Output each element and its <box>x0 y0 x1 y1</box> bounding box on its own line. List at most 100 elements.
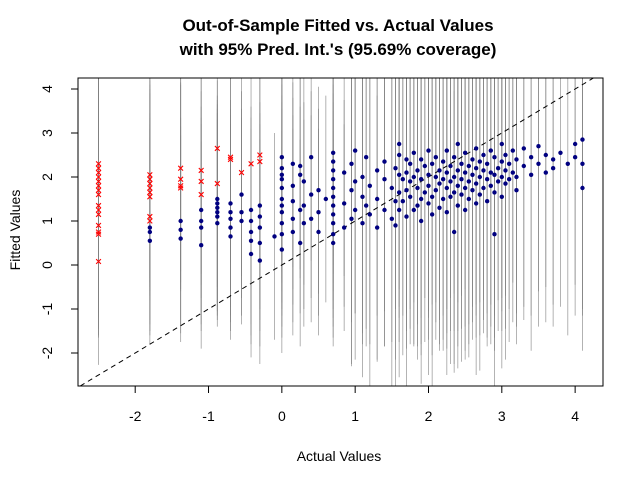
x-tick-label: 1 <box>351 408 359 424</box>
covered-point <box>448 179 453 184</box>
uncovered-point <box>95 211 102 218</box>
uncovered-point <box>147 213 153 220</box>
y-tick-label: -1 <box>39 303 55 316</box>
covered-point <box>349 161 354 166</box>
covered-point <box>411 150 417 155</box>
covered-point <box>330 177 336 182</box>
covered-point <box>437 168 442 173</box>
covered-point <box>514 174 519 180</box>
covered-point <box>448 194 453 199</box>
uncovered-point <box>214 145 221 152</box>
covered-point <box>459 177 464 182</box>
covered-point <box>330 194 336 199</box>
covered-point <box>367 212 373 217</box>
x-tick-label: 2 <box>425 408 433 424</box>
y-tick-label: 0 <box>39 261 55 269</box>
covered-point <box>360 221 365 226</box>
covered-point <box>308 216 314 221</box>
covered-point <box>330 150 336 155</box>
covered-point <box>444 185 450 191</box>
covered-point <box>426 172 431 177</box>
covered-point <box>407 194 413 199</box>
covered-point <box>536 144 541 149</box>
uncovered-point <box>95 222 102 229</box>
covered-point <box>290 199 296 204</box>
covered-point <box>257 225 263 230</box>
covered-point <box>411 207 417 213</box>
covered-point <box>316 210 321 215</box>
covered-point <box>239 218 244 224</box>
covered-point <box>349 188 354 193</box>
covered-point <box>178 218 183 224</box>
covered-point <box>382 177 387 182</box>
covered-point <box>492 190 497 195</box>
uncovered-point <box>95 174 102 180</box>
covered-point <box>473 146 479 151</box>
covered-point <box>580 161 585 166</box>
covered-point <box>455 168 461 173</box>
covered-point <box>297 172 303 177</box>
x-axis: -2 -1 0 1 2 3 4 <box>129 386 579 424</box>
covered-point <box>290 216 296 221</box>
covered-point <box>393 199 398 204</box>
uncovered-point <box>147 185 153 191</box>
covered-point <box>396 207 402 213</box>
covered-point <box>426 148 431 153</box>
covered-point <box>257 203 263 208</box>
uncovered-point <box>95 169 102 176</box>
covered-point <box>198 243 204 248</box>
covered-point <box>147 225 153 230</box>
covered-point <box>484 199 490 204</box>
uncovered-point <box>198 178 204 185</box>
covered-point <box>451 190 457 195</box>
covered-point <box>257 258 263 263</box>
covered-point <box>404 188 409 193</box>
covered-point <box>444 170 450 175</box>
uncovered-point <box>95 231 102 237</box>
covered-point <box>215 214 220 219</box>
covered-point <box>503 181 508 186</box>
covered-point <box>429 212 435 217</box>
covered-point <box>178 227 183 232</box>
covered-point <box>239 210 244 215</box>
covered-point <box>228 234 233 239</box>
covered-point <box>316 229 321 235</box>
uncovered-point <box>147 172 153 178</box>
x-tick-label: 4 <box>571 408 579 424</box>
uncovered-point <box>95 178 102 185</box>
covered-point <box>297 163 303 169</box>
covered-point <box>418 218 424 224</box>
uncovered-point <box>95 161 102 167</box>
covered-point <box>279 203 285 208</box>
covered-point <box>510 170 516 175</box>
covered-point <box>550 166 556 171</box>
prediction-intervals <box>98 78 583 386</box>
covered-point <box>448 163 453 169</box>
covered-point <box>228 216 233 221</box>
covered-point <box>451 174 457 180</box>
covered-point <box>198 218 204 224</box>
uncovered-point <box>147 176 153 182</box>
uncovered-point <box>198 167 204 174</box>
uncovered-point <box>95 207 102 213</box>
covered-point <box>470 157 475 162</box>
covered-point <box>422 163 428 169</box>
covered-point <box>451 229 457 235</box>
covered-point <box>415 203 420 208</box>
covered-point <box>393 166 398 171</box>
x-tick-label: -2 <box>129 408 142 424</box>
covered-point <box>248 229 254 235</box>
uncovered-point <box>147 194 153 200</box>
uncovered-point <box>95 165 102 171</box>
covered-point <box>404 170 409 175</box>
x-tick-label: 0 <box>278 408 286 424</box>
covered-point <box>433 155 439 160</box>
uncovered-point <box>95 191 102 198</box>
covered-point <box>433 174 439 180</box>
covered-point <box>389 185 395 191</box>
covered-point <box>484 177 490 182</box>
covered-point <box>248 218 254 224</box>
reference-line <box>79 77 594 387</box>
covered-point <box>426 201 431 206</box>
